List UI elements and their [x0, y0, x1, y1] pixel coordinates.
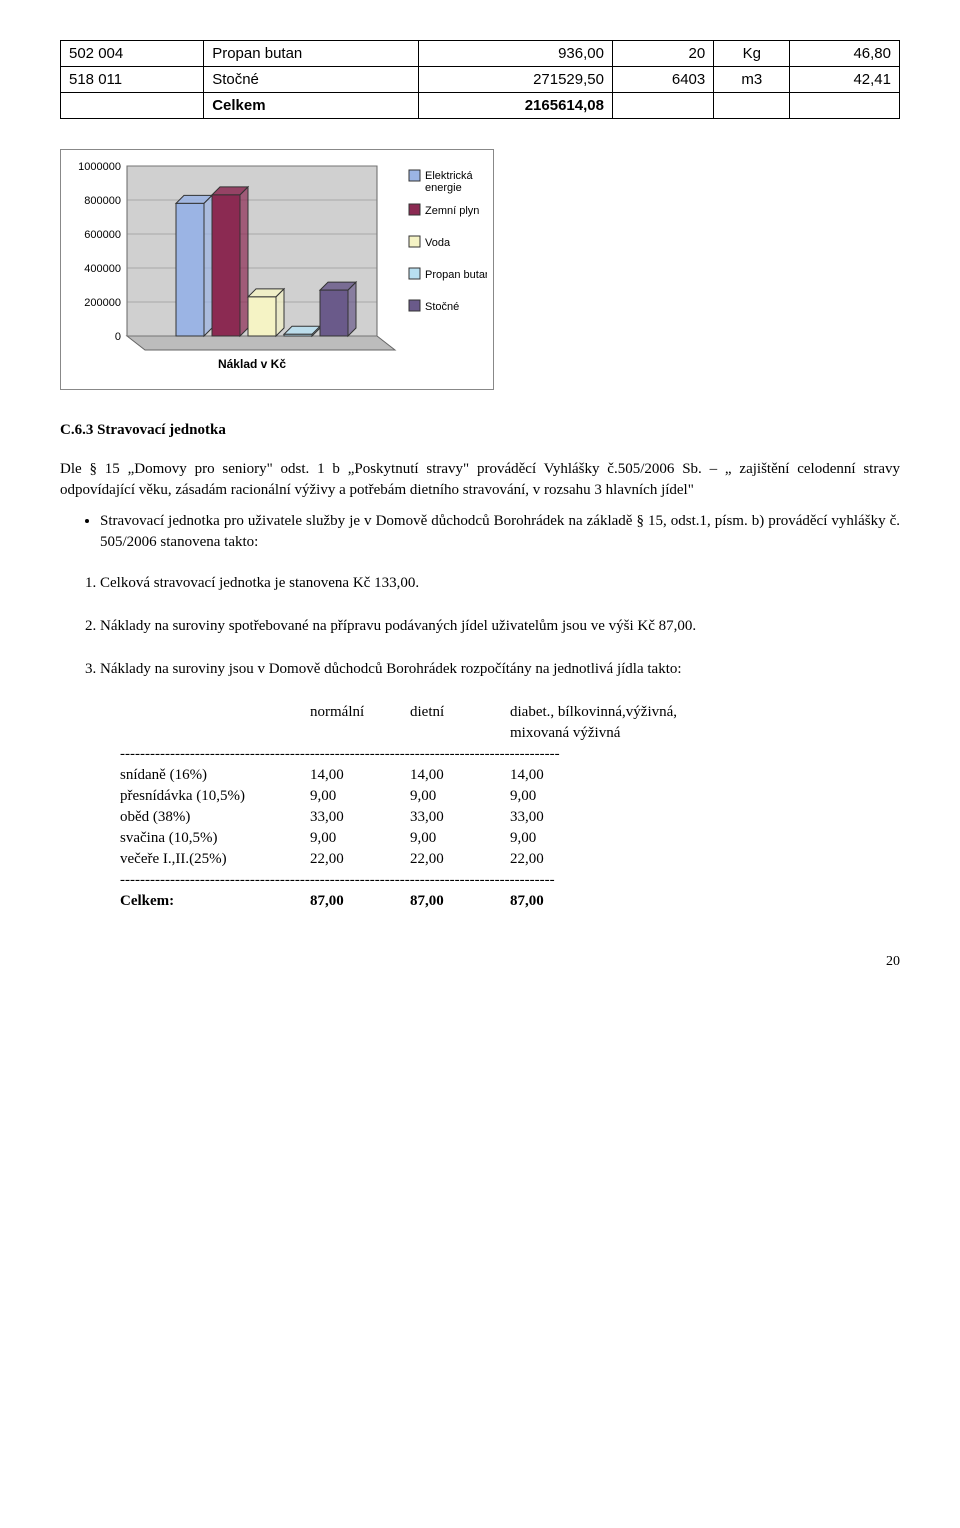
svg-text:Elektrická: Elektrická: [425, 170, 474, 182]
meal-total-c: 87,00: [510, 891, 680, 912]
list-item: Celková stravovací jednotka je stanovena…: [100, 573, 900, 594]
table-cell: 518 011: [61, 67, 204, 93]
svg-text:Propan butan: Propan butan: [425, 269, 487, 281]
meal-row: svačina (10,5%)9,009,009,00: [120, 828, 900, 849]
dash-divider: ----------------------------------------…: [120, 870, 900, 891]
list-item: Náklady na suroviny jsou v Domově důchod…: [100, 659, 900, 680]
page-number: 20: [60, 952, 900, 972]
meal-header-dietni: dietní: [410, 702, 510, 744]
meal-row: oběd (38%)33,0033,0033,00: [120, 807, 900, 828]
bar-chart: 0 200000 400000 600000 800000 1000000 Náklad v…: [60, 149, 494, 390]
meal-total-row: Celkem: 87,00 87,00 87,00: [120, 891, 900, 912]
table-cell: 6403: [612, 67, 713, 93]
svg-text:energie: energie: [425, 182, 462, 194]
energy-table: 502 004Propan butan936,0020Kg46,80518 01…: [60, 40, 900, 119]
table-cell: 502 004: [61, 41, 204, 67]
paragraph-intro: Dle § 15 „Domovy pro seniory" odst. 1 b …: [60, 459, 900, 501]
svg-text:Náklad v Kč: Náklad v Kč: [218, 357, 286, 371]
table-row: 518 011Stočné271529,506403m342,41: [61, 67, 900, 93]
bullet-item: Stravovací jednotka pro uživatele služby…: [100, 511, 900, 553]
svg-text:600000: 600000: [84, 229, 121, 241]
meal-total-label: Celkem:: [120, 891, 310, 912]
list-item: Náklady na suroviny spotřebované na příp…: [100, 616, 900, 637]
svg-text:Zemní plyn: Zemní plyn: [425, 205, 479, 217]
bullet-list: Stravovací jednotka pro uživatele služby…: [100, 511, 900, 553]
table-cell: Propan butan: [204, 41, 419, 67]
meal-header-diabet: diabet., bílkovinná,výživná, mixovaná vý…: [510, 702, 680, 744]
table-total-row: Celkem2165614,08: [61, 93, 900, 119]
meal-row: snídaně (16%)14,0014,0014,00: [120, 765, 900, 786]
section-heading: C.6.3 Stravovací jednotka: [60, 420, 900, 441]
table-cell: 46,80: [790, 41, 900, 67]
svg-text:1000000: 1000000: [78, 161, 121, 173]
meal-total-b: 87,00: [410, 891, 510, 912]
meal-header-row: normální dietní diabet., bílkovinná,výži…: [120, 702, 900, 744]
table-cell: m3: [714, 67, 790, 93]
svg-text:800000: 800000: [84, 195, 121, 207]
table-cell: 271529,50: [419, 67, 613, 93]
meal-header-normal: normální: [310, 702, 410, 744]
chart-container: 0 200000 400000 600000 800000 1000000 Náklad v…: [60, 149, 900, 390]
meal-row: přesnídávka (10,5%)9,009,009,00: [120, 786, 900, 807]
table-cell: 936,00: [419, 41, 613, 67]
table-row: 502 004Propan butan936,0020Kg46,80: [61, 41, 900, 67]
meal-table: normální dietní diabet., bílkovinná,výži…: [120, 702, 900, 912]
svg-text:Voda: Voda: [425, 237, 451, 249]
table-cell: 20: [612, 41, 713, 67]
svg-text:Stočné: Stočné: [425, 301, 459, 313]
meal-total-a: 87,00: [310, 891, 410, 912]
numbered-list: Celková stravovací jednotka je stanovena…: [100, 573, 900, 680]
svg-text:400000: 400000: [84, 263, 121, 275]
table-cell: 42,41: [790, 67, 900, 93]
svg-text:0: 0: [115, 331, 121, 343]
meal-row: večeře I.,II.(25%)22,0022,0022,00: [120, 849, 900, 870]
svg-text:200000: 200000: [84, 297, 121, 309]
table-cell: Stočné: [204, 67, 419, 93]
table-cell: Kg: [714, 41, 790, 67]
dash-divider: ----------------------------------------…: [120, 744, 900, 765]
